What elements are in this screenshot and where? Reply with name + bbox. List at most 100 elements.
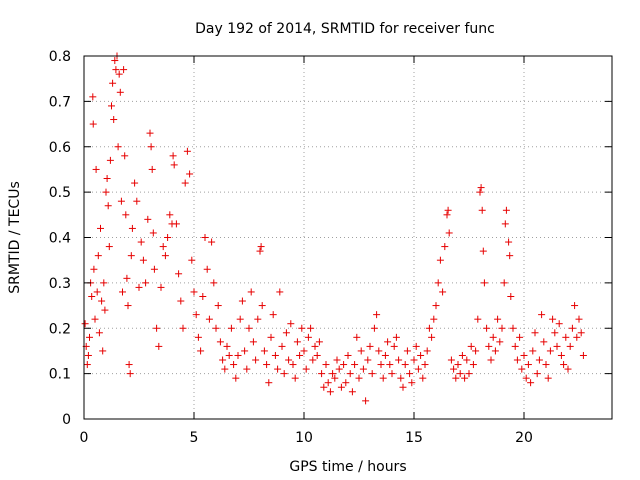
data-point bbox=[522, 374, 530, 382]
data-point bbox=[397, 374, 405, 382]
data-point bbox=[260, 347, 268, 355]
data-point bbox=[254, 315, 262, 323]
data-point bbox=[280, 370, 288, 378]
data-point bbox=[179, 324, 187, 332]
data-point bbox=[557, 351, 565, 359]
axes: 0 5 10 15 20 0 0.1 0.2 0.3 0.4 0.5 0.6 0.7 0.8 bbox=[49, 49, 613, 446]
data-point bbox=[257, 243, 265, 251]
data-point bbox=[434, 279, 442, 287]
data-point bbox=[496, 338, 504, 346]
data-point bbox=[230, 361, 238, 369]
data-point bbox=[164, 234, 172, 241]
y-tick-label: 0.8 bbox=[49, 49, 71, 65]
data-point bbox=[201, 234, 209, 241]
data-point bbox=[92, 165, 100, 173]
data-point bbox=[291, 374, 299, 382]
y-tick-label: 0.7 bbox=[49, 94, 71, 110]
data-point bbox=[120, 66, 128, 74]
data-point bbox=[326, 388, 334, 396]
data-point bbox=[417, 351, 425, 359]
y-tick-label: 0.4 bbox=[49, 231, 71, 247]
data-point bbox=[577, 329, 585, 337]
data-point bbox=[329, 370, 337, 378]
data-point bbox=[531, 329, 539, 337]
y-tick-label: 0.2 bbox=[49, 321, 71, 337]
data-point bbox=[392, 333, 400, 341]
data-point bbox=[119, 288, 126, 296]
data-point bbox=[322, 361, 330, 369]
data-point bbox=[135, 283, 143, 291]
data-point bbox=[575, 315, 583, 323]
data-point bbox=[271, 351, 279, 359]
data-point bbox=[364, 356, 372, 364]
data-point bbox=[399, 383, 407, 391]
data-points bbox=[81, 52, 587, 405]
data-point bbox=[511, 342, 519, 350]
data-point bbox=[544, 374, 552, 382]
data-point bbox=[315, 338, 323, 346]
data-point bbox=[105, 243, 113, 251]
data-point bbox=[568, 324, 576, 332]
y-tick-label: 0.3 bbox=[49, 276, 71, 292]
data-point bbox=[144, 215, 152, 223]
data-point bbox=[419, 374, 427, 382]
data-point bbox=[485, 342, 493, 350]
data-point bbox=[265, 379, 273, 387]
data-point bbox=[540, 338, 548, 346]
data-point bbox=[423, 347, 431, 355]
data-point bbox=[546, 347, 554, 355]
data-point bbox=[149, 229, 157, 237]
data-point bbox=[102, 188, 110, 196]
data-point bbox=[533, 370, 541, 378]
data-point bbox=[346, 370, 354, 378]
data-point bbox=[276, 288, 284, 296]
data-point bbox=[388, 370, 396, 378]
data-point bbox=[518, 365, 526, 373]
data-point bbox=[353, 333, 361, 341]
data-point bbox=[208, 238, 216, 246]
data-point bbox=[232, 374, 240, 382]
data-point bbox=[98, 297, 106, 305]
data-point bbox=[555, 320, 563, 328]
data-point bbox=[99, 347, 107, 355]
data-point bbox=[110, 116, 118, 124]
data-point bbox=[401, 361, 409, 369]
data-point bbox=[463, 356, 471, 364]
data-point bbox=[115, 70, 123, 78]
data-point bbox=[441, 243, 449, 251]
data-point bbox=[181, 179, 189, 187]
data-point bbox=[278, 342, 286, 350]
data-point bbox=[116, 88, 124, 96]
data-point bbox=[516, 333, 524, 341]
data-point bbox=[146, 129, 154, 137]
data-point bbox=[94, 252, 102, 260]
data-point bbox=[293, 338, 301, 346]
data-point bbox=[177, 297, 185, 305]
data-point bbox=[489, 333, 497, 341]
data-point bbox=[112, 66, 120, 74]
data-point bbox=[465, 370, 473, 378]
data-point bbox=[412, 342, 420, 350]
data-point bbox=[379, 374, 387, 382]
data-point bbox=[256, 247, 264, 255]
data-point bbox=[205, 315, 213, 323]
data-point bbox=[300, 347, 308, 355]
data-point bbox=[214, 302, 222, 310]
data-point bbox=[436, 256, 444, 264]
data-point bbox=[450, 365, 458, 373]
data-point bbox=[483, 324, 491, 332]
data-point bbox=[520, 351, 528, 359]
data-point bbox=[139, 256, 147, 264]
data-point bbox=[252, 356, 260, 364]
x-tick-label: 20 bbox=[515, 430, 533, 446]
grid bbox=[84, 56, 612, 419]
data-point bbox=[95, 329, 103, 337]
data-point bbox=[234, 351, 242, 359]
data-point bbox=[117, 197, 125, 205]
data-point bbox=[553, 342, 561, 350]
data-point bbox=[197, 347, 205, 355]
data-point bbox=[445, 229, 453, 237]
data-point bbox=[362, 397, 370, 405]
data-point bbox=[479, 247, 487, 255]
data-point bbox=[524, 361, 532, 369]
